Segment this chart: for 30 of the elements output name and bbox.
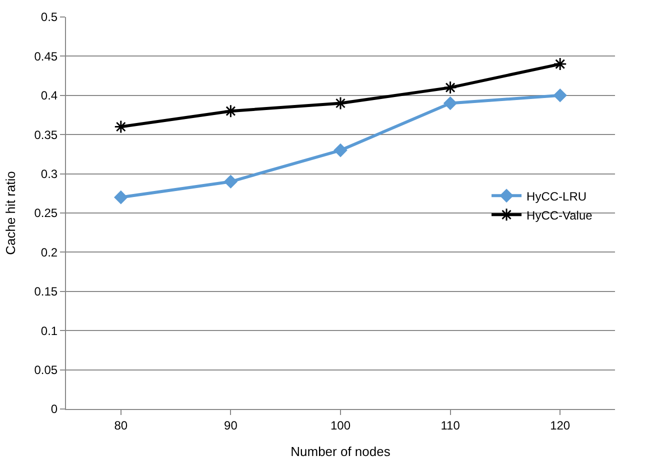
y-tick-label: 0.2	[40, 245, 58, 260]
y-tick-label: 0.05	[34, 363, 58, 377]
point	[554, 88, 567, 102]
point	[334, 144, 348, 157]
y-tick-label: 0.15	[34, 284, 58, 299]
point	[444, 96, 457, 110]
x-tick-label: 80	[114, 418, 128, 432]
y-tick-label: 0.4	[40, 88, 58, 103]
y-tick-label: 0.3	[40, 167, 58, 181]
y-tick-label: 0.45	[34, 49, 58, 64]
point	[114, 190, 128, 204]
x-tick-label: 110	[440, 418, 460, 432]
x-tick-label: 100	[330, 418, 351, 432]
point	[114, 120, 128, 134]
y-tick-label: 0	[50, 402, 58, 416]
y-axis-title: Cache hit ratio	[3, 171, 18, 255]
point	[224, 175, 238, 188]
x-axis-title: Number of nodes	[290, 444, 391, 459]
point	[553, 57, 567, 71]
x-tick-label: 90	[224, 418, 238, 432]
x-tick-label: 120	[550, 418, 570, 432]
point	[224, 104, 238, 118]
point	[444, 80, 458, 94]
legend-label: HyCC-Value	[526, 208, 593, 222]
y-tick-label: 0.1	[40, 324, 58, 338]
point	[334, 96, 348, 110]
y-tick-label: 0.25	[34, 206, 58, 220]
legend-label: HyCC-LRU	[526, 189, 587, 204]
y-tick-label: 0.35	[34, 128, 58, 142]
y-tick-label: 0.5	[40, 10, 58, 24]
